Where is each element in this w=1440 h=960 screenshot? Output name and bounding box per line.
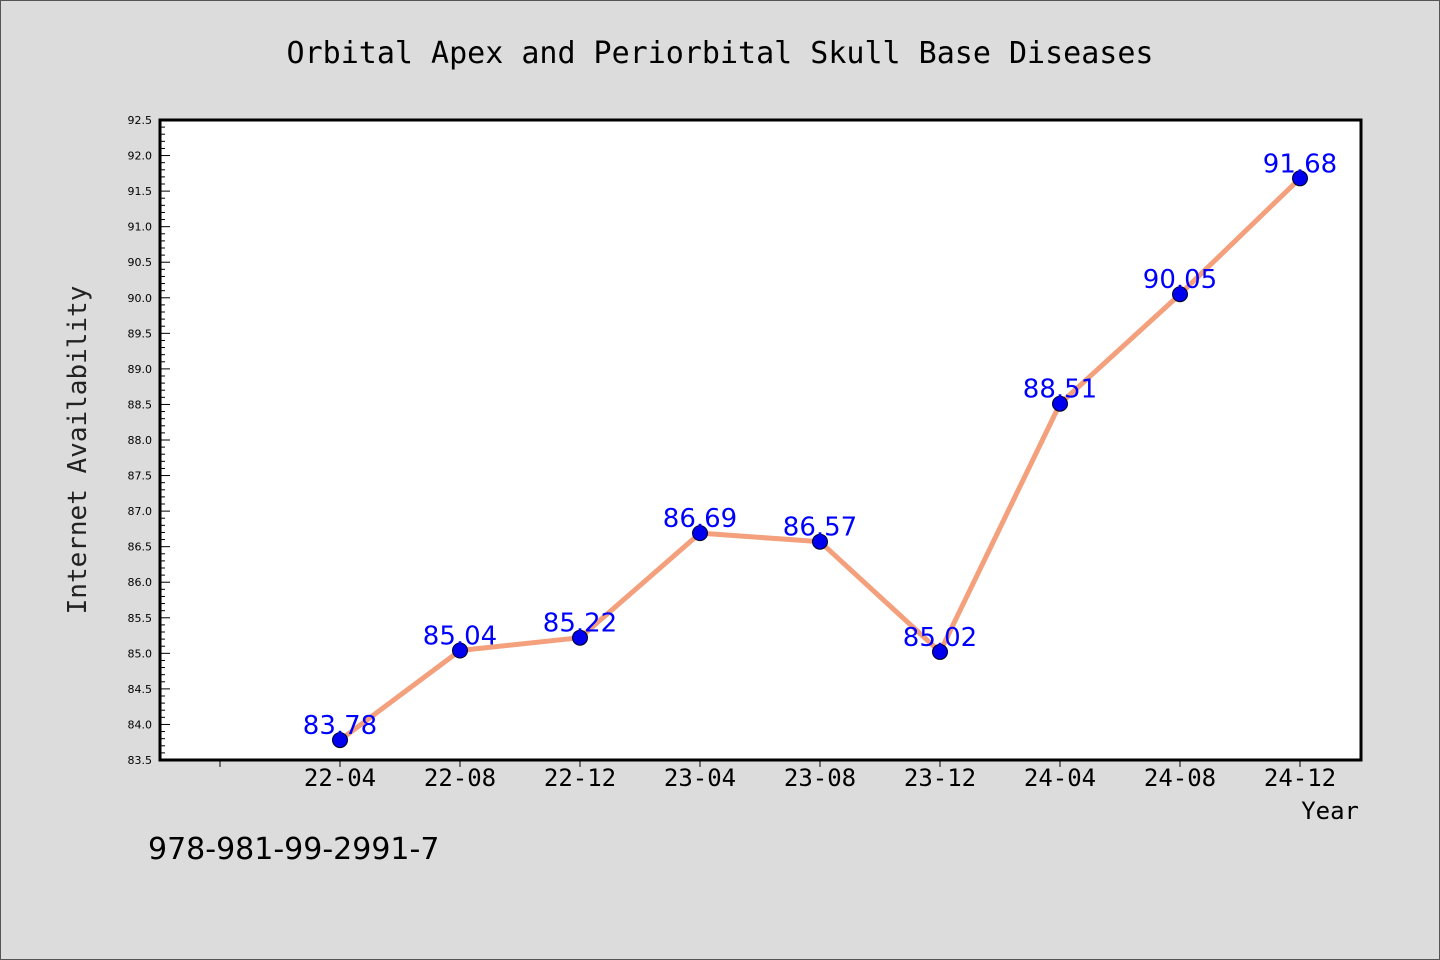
y-tick-label: 89.5	[128, 327, 153, 340]
y-axis-label: Internet Availability	[63, 286, 93, 615]
x-tick-label: 22-08	[424, 764, 496, 792]
x-tick-label: 24-12	[1264, 764, 1336, 792]
data-point	[812, 533, 828, 550]
data-label: 88.51	[1023, 375, 1097, 405]
y-tick-label: 85.0	[128, 647, 153, 660]
data-point	[572, 629, 588, 646]
y-tick-label: 84.0	[128, 718, 153, 731]
x-tick-label: 24-08	[1144, 764, 1216, 792]
data-point	[1172, 286, 1188, 303]
y-tick-label: 92.0	[128, 150, 153, 163]
y-tick-label: 91.0	[128, 221, 153, 234]
y-tick-label: 84.5	[128, 683, 153, 696]
y-tick-label: 86.0	[128, 576, 153, 589]
y-tick-label: 91.5	[128, 185, 153, 198]
data-point	[332, 732, 348, 749]
y-tick-label: 90.5	[128, 256, 153, 269]
data-label: 86.57	[783, 513, 857, 543]
data-point	[1052, 395, 1068, 412]
x-tick-label: 22-12	[544, 764, 616, 792]
data-label: 85.02	[903, 623, 977, 653]
series-layer: 83.78 85.04 85.22 86.69 86.57 85.02 88.51 90.05…	[303, 149, 1337, 749]
y-axis-ticks: 83.5 84.0 84.5 85.0 85.5 86.0 86.5 87.0 87.5 88.0…	[128, 114, 170, 767]
y-tick-label: 85.5	[128, 612, 153, 625]
y-tick-label: 90.0	[128, 292, 153, 305]
data-label: 91.68	[1263, 149, 1337, 179]
data-point	[932, 643, 948, 660]
plot-border	[158, 118, 1363, 762]
x-tick-label: 22-04	[304, 764, 376, 792]
data-label: 85.04	[423, 621, 497, 651]
x-axis-label: Year	[1301, 797, 1359, 825]
data-label: 85.22	[543, 609, 617, 639]
x-tick-label: 24-04	[1024, 764, 1096, 792]
y-tick-label: 87.5	[128, 470, 153, 483]
data-label: 83.78	[303, 711, 377, 741]
x-tick-label: 23-12	[904, 764, 976, 792]
y-tick-label: 92.5	[128, 114, 153, 127]
data-label: 86.69	[663, 504, 737, 534]
y-tick-label: 83.5	[128, 754, 153, 767]
y-tick-label: 86.5	[128, 541, 153, 554]
x-tick-label: 23-08	[784, 764, 856, 792]
y-tick-label: 89.0	[128, 363, 153, 376]
x-tick-label: 23-04	[664, 764, 736, 792]
footer-code: 978-981-99-2991-7	[148, 832, 440, 867]
data-point	[452, 642, 468, 659]
chart-title: Orbital Apex and Periorbital Skull Base …	[287, 36, 1154, 71]
plot-area	[160, 120, 1361, 760]
y-tick-label: 87.0	[128, 505, 153, 518]
y-tick-label: 88.5	[128, 398, 153, 411]
data-label: 90.05	[1143, 265, 1217, 295]
y-tick-label: 88.0	[128, 434, 153, 447]
data-point	[692, 525, 708, 542]
x-axis-ticks: 22-04 22-08 22-12 23-04 23-08 23-12 24-04 24-08…	[219, 760, 1336, 792]
data-point	[1292, 170, 1308, 187]
